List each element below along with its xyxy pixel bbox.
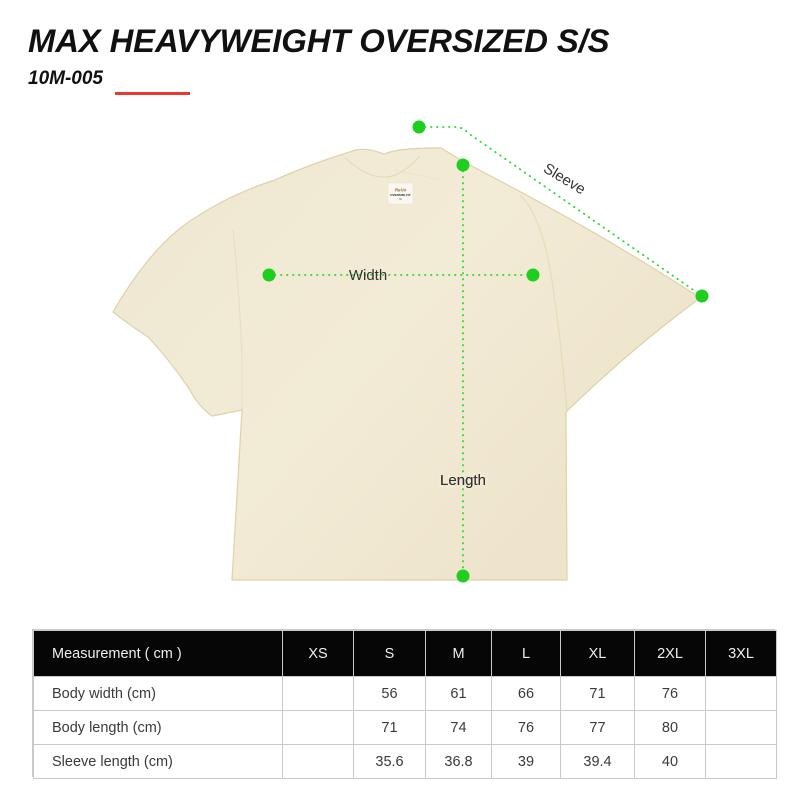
svg-text:Length: Length xyxy=(440,472,486,489)
svg-text:ReVo: ReVo xyxy=(395,188,407,193)
svg-text:M: M xyxy=(399,197,401,201)
svg-text:OVERSIZE FIT: OVERSIZE FIT xyxy=(390,193,411,197)
svg-text:Width: Width xyxy=(349,267,387,284)
svg-text:Sleeve: Sleeve xyxy=(540,160,588,198)
